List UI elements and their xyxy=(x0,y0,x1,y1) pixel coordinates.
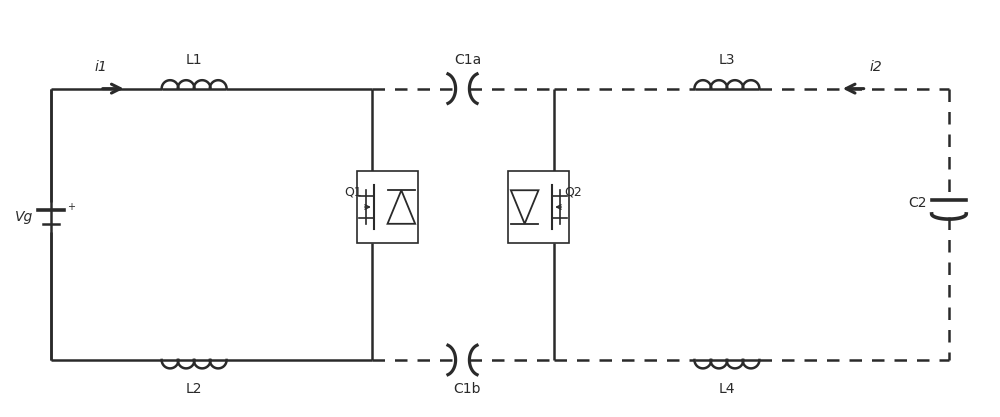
Text: i1: i1 xyxy=(94,60,107,74)
Text: +: + xyxy=(67,202,75,212)
Text: i2: i2 xyxy=(870,60,883,74)
Text: L3: L3 xyxy=(719,53,735,67)
Text: C1b: C1b xyxy=(454,382,481,396)
Text: Q1: Q1 xyxy=(344,186,362,199)
Text: L2: L2 xyxy=(186,382,202,396)
Text: Q2: Q2 xyxy=(564,186,582,199)
FancyBboxPatch shape xyxy=(508,171,569,243)
Text: Vg: Vg xyxy=(15,210,33,224)
Text: L4: L4 xyxy=(719,382,735,396)
Text: L1: L1 xyxy=(186,53,202,67)
FancyBboxPatch shape xyxy=(357,171,418,243)
Text: C1a: C1a xyxy=(454,53,481,67)
Text: C2: C2 xyxy=(909,196,927,210)
